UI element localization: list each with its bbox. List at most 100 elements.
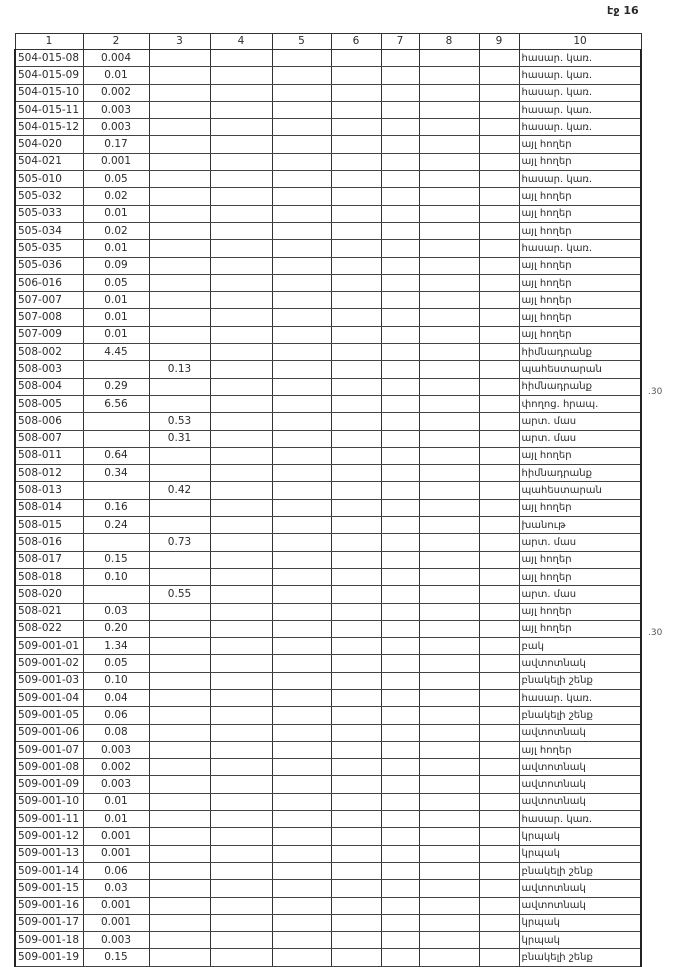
- area-col-2-cell: 0.64: [82, 447, 150, 466]
- table-row: 509-001-05 0.06 բնակելի շենք: [14, 706, 642, 725]
- area-col-2-cell: 0.001: [82, 827, 150, 846]
- area-col-3-cell: 0.42: [148, 481, 211, 500]
- table-row: 507-009 0.01 այլ հողեր: [14, 326, 642, 345]
- empty-cell: [209, 689, 273, 708]
- empty-cell: [271, 326, 332, 345]
- empty-cell: [330, 706, 382, 725]
- empty-cell: [330, 343, 382, 362]
- empty-cell: [330, 568, 382, 587]
- parcel-code-cell: 509-001-11: [14, 810, 84, 829]
- parcel-code-cell: 508-003: [14, 360, 84, 379]
- area-col-3-cell: [148, 291, 211, 310]
- empty-cell: [418, 170, 480, 189]
- empty-cell: [330, 897, 382, 915]
- parcel-code-cell: 509-001-18: [14, 931, 84, 950]
- empty-cell: [209, 49, 273, 68]
- land-use-cell: կրպակ: [518, 845, 642, 863]
- empty-cell: [209, 239, 273, 258]
- empty-cell: [478, 447, 520, 466]
- table-row: 509-001-18 0.003 կրպակ: [14, 931, 642, 950]
- empty-cell: [271, 603, 332, 621]
- empty-cell: [271, 568, 332, 587]
- area-col-2-cell: 0.001: [82, 914, 150, 933]
- parcel-code-cell: 509-001-01: [14, 637, 84, 656]
- parcel-code-cell: 505-010: [14, 170, 84, 189]
- parcel-code-cell: 504-021: [14, 153, 84, 172]
- empty-cell: [271, 585, 332, 604]
- empty-cell: [418, 603, 480, 621]
- land-use-cell: ավտոտնակ: [518, 758, 642, 777]
- empty-cell: [330, 239, 382, 258]
- land-use-cell: այլ հողեր: [518, 308, 642, 327]
- area-col-2-cell: 0.34: [82, 464, 150, 483]
- empty-cell: [418, 741, 480, 760]
- area-col-3-cell: [148, 118, 211, 137]
- empty-cell: [418, 672, 480, 690]
- empty-cell: [478, 637, 520, 656]
- table-row: 505-010 0.05 հասար. կառ.: [14, 170, 642, 189]
- empty-cell: [418, 948, 480, 967]
- empty-cell: [380, 533, 420, 552]
- area-col-3-cell: [148, 447, 211, 466]
- empty-cell: [380, 654, 420, 673]
- empty-cell: [418, 395, 480, 414]
- empty-cell: [478, 464, 520, 483]
- parcel-code-cell: 509-001-14: [14, 862, 84, 881]
- empty-cell: [209, 775, 273, 794]
- table-row: 509-001-07 0.003 այլ հողեր: [14, 741, 642, 760]
- empty-cell: [330, 741, 382, 760]
- land-use-cell: արտ. մաս: [518, 533, 642, 552]
- area-col-2-cell: 0.01: [82, 793, 150, 812]
- table-row: 509-001-16 0.001 ավտոտնակ: [14, 897, 642, 915]
- empty-cell: [380, 551, 420, 569]
- empty-cell: [330, 153, 382, 172]
- land-use-cell: այլ հողեր: [518, 205, 642, 223]
- area-col-2-cell: 0.05: [82, 170, 150, 189]
- area-col-2-cell: [82, 585, 150, 604]
- empty-cell: [271, 308, 332, 327]
- empty-cell: [478, 257, 520, 275]
- area-col-3-cell: [148, 378, 211, 396]
- area-col-2-cell: 0.001: [82, 153, 150, 172]
- land-use-cell: հասար. կառ.: [518, 239, 642, 258]
- empty-cell: [380, 775, 420, 794]
- empty-cell: [209, 793, 273, 812]
- table-row: 509-001-10 0.01 ավտոտնակ: [14, 793, 642, 812]
- empty-cell: [418, 153, 480, 172]
- area-col-3-cell: [148, 326, 211, 345]
- area-col-2-cell: 0.20: [82, 620, 150, 639]
- empty-cell: [209, 257, 273, 275]
- empty-cell: [478, 135, 520, 154]
- area-col-3-cell: [148, 620, 211, 639]
- land-use-cell: ավտոտնակ: [518, 654, 642, 673]
- empty-cell: [209, 274, 273, 293]
- land-use-cell: այլ հողեր: [518, 499, 642, 518]
- table-row: 508-021 0.03 այլ հողեր: [14, 603, 642, 621]
- land-use-cell: բնակելի շենք: [518, 672, 642, 690]
- land-use-cell: այլ հողեր: [518, 222, 642, 241]
- land-use-cell: բնակելի շենք: [518, 862, 642, 881]
- area-col-2-cell: 0.003: [82, 931, 150, 950]
- empty-cell: [380, 568, 420, 587]
- empty-cell: [418, 308, 480, 327]
- empty-cell: [209, 568, 273, 587]
- margin-note: .30: [648, 628, 663, 638]
- empty-cell: [418, 205, 480, 223]
- land-use-cell: այլ հողեր: [518, 620, 642, 639]
- area-col-3-cell: [148, 49, 211, 68]
- empty-cell: [418, 49, 480, 68]
- empty-cell: [330, 326, 382, 345]
- empty-cell: [478, 862, 520, 881]
- table-row: 508-022 0.20 այլ հողեր: [14, 620, 642, 639]
- empty-cell: [271, 758, 332, 777]
- empty-cell: [380, 343, 420, 362]
- area-col-3-cell: [148, 672, 211, 690]
- parcel-code-cell: 509-001-07: [14, 741, 84, 760]
- empty-cell: [418, 447, 480, 466]
- parcel-code-cell: 508-012: [14, 464, 84, 483]
- parcel-code-cell: 507-009: [14, 326, 84, 345]
- empty-cell: [478, 308, 520, 327]
- empty-cell: [209, 603, 273, 621]
- area-col-3-cell: 0.31: [148, 430, 211, 448]
- empty-cell: [209, 187, 273, 206]
